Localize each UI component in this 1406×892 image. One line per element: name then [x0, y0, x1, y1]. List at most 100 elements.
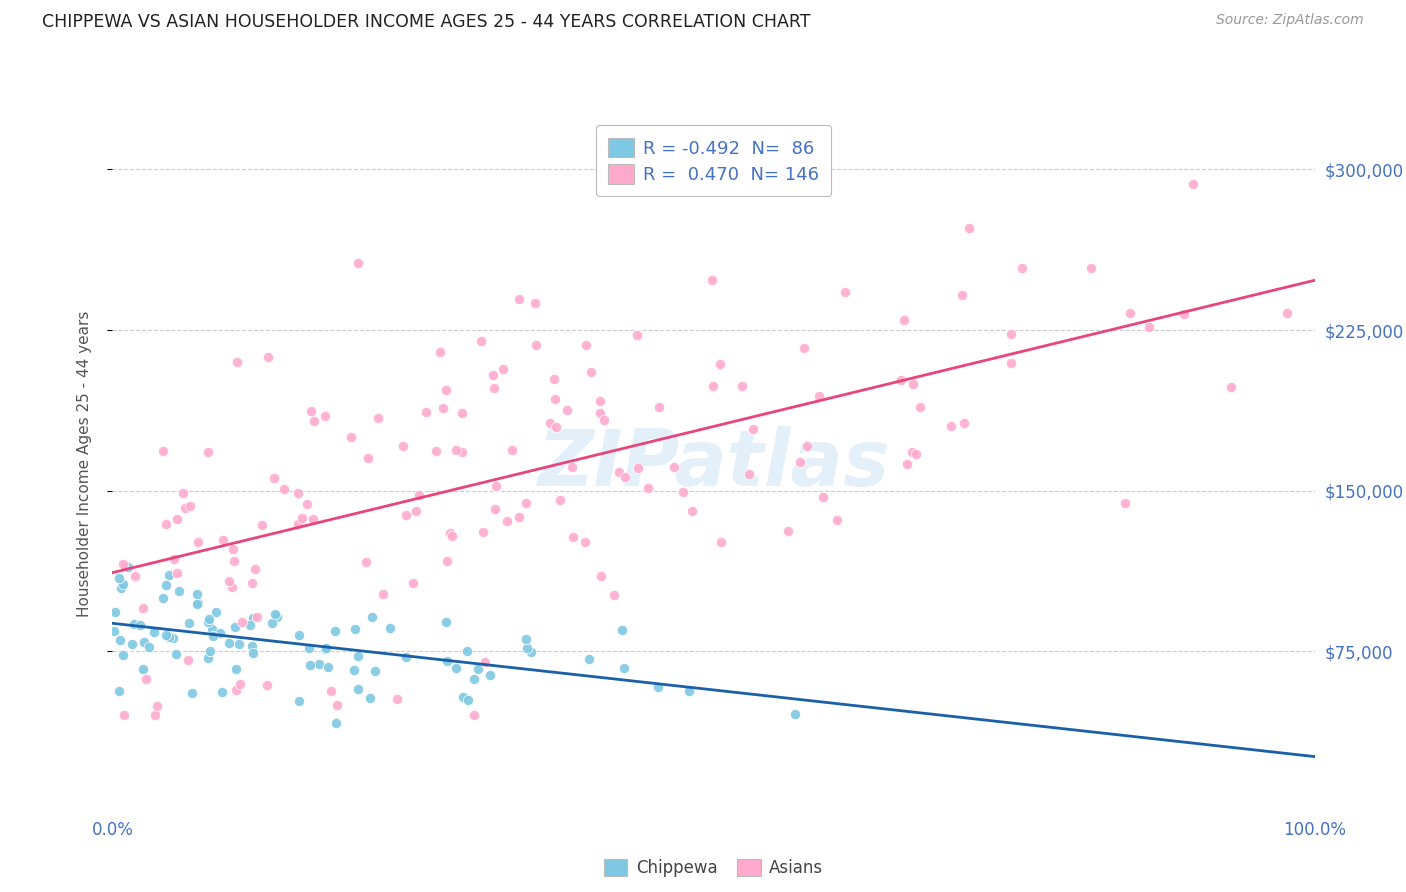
Point	[901, 376, 924, 391]
Point	[243, 561, 266, 575]
Point	[440, 529, 463, 543]
Point	[1011, 260, 1033, 275]
Point	[793, 341, 815, 355]
Point	[197, 651, 219, 665]
Point	[1173, 307, 1195, 321]
Point	[221, 580, 243, 594]
Point	[364, 664, 387, 678]
Point	[166, 566, 188, 580]
Point	[152, 591, 174, 606]
Point	[197, 444, 219, 458]
Point	[240, 576, 263, 591]
Point	[169, 583, 191, 598]
Point	[371, 587, 394, 601]
Point	[146, 699, 169, 714]
Point	[224, 553, 246, 567]
Point	[485, 479, 508, 493]
Point	[709, 357, 731, 371]
Point	[165, 647, 187, 661]
Point	[953, 417, 976, 431]
Point	[607, 465, 630, 479]
Point	[218, 636, 240, 650]
Point	[811, 490, 834, 504]
Point	[339, 430, 361, 444]
Text: Source: ZipAtlas.com: Source: ZipAtlas.com	[1216, 13, 1364, 28]
Legend: Chippewa, Asians: Chippewa, Asians	[598, 852, 830, 883]
Point	[172, 486, 194, 500]
Point	[457, 693, 479, 707]
Point	[561, 530, 583, 544]
Point	[908, 401, 931, 415]
Point	[155, 628, 177, 642]
Point	[710, 535, 733, 549]
Point	[731, 378, 754, 392]
Point	[162, 631, 184, 645]
Point	[256, 678, 278, 692]
Point	[108, 684, 131, 698]
Point	[592, 413, 614, 427]
Point	[226, 355, 249, 369]
Point	[544, 420, 567, 434]
Point	[121, 637, 143, 651]
Point	[342, 663, 364, 677]
Point	[225, 683, 247, 698]
Point	[346, 648, 368, 663]
Point	[260, 615, 283, 630]
Point	[589, 407, 612, 421]
Point	[132, 663, 155, 677]
Point	[434, 615, 457, 629]
Point	[257, 350, 280, 364]
Point	[425, 444, 447, 458]
Point	[157, 567, 180, 582]
Point	[439, 526, 461, 541]
Point	[186, 587, 208, 601]
Point	[361, 609, 384, 624]
Point	[298, 640, 321, 655]
Point	[1182, 177, 1205, 191]
Point	[578, 652, 600, 666]
Point	[104, 605, 127, 619]
Point	[155, 578, 177, 592]
Point	[515, 632, 537, 647]
Point	[242, 611, 264, 625]
Point	[1114, 496, 1136, 510]
Point	[198, 644, 221, 658]
Point	[647, 680, 669, 694]
Point	[298, 658, 321, 673]
Point	[678, 684, 700, 698]
Point	[266, 610, 288, 624]
Point	[124, 569, 146, 583]
Point	[112, 708, 135, 723]
Point	[444, 661, 467, 675]
Point	[346, 255, 368, 269]
Point	[180, 686, 202, 700]
Point	[145, 708, 167, 723]
Point	[201, 623, 224, 637]
Point	[436, 654, 458, 668]
Point	[291, 510, 314, 524]
Point	[548, 493, 571, 508]
Point	[538, 416, 561, 430]
Point	[463, 708, 485, 723]
Point	[434, 383, 457, 397]
Point	[613, 470, 636, 484]
Point	[893, 312, 915, 326]
Point	[323, 624, 346, 638]
Point	[343, 622, 366, 636]
Point	[451, 690, 474, 705]
Point	[157, 630, 180, 644]
Point	[1275, 305, 1298, 319]
Point	[436, 553, 458, 567]
Point	[224, 620, 246, 634]
Point	[479, 667, 502, 681]
Point	[555, 403, 578, 417]
Point	[108, 571, 131, 585]
Point	[637, 481, 659, 495]
Point	[508, 509, 530, 524]
Point	[662, 459, 685, 474]
Point	[395, 650, 418, 665]
Point	[208, 625, 231, 640]
Point	[302, 414, 325, 428]
Point	[287, 694, 309, 708]
Point	[808, 389, 831, 403]
